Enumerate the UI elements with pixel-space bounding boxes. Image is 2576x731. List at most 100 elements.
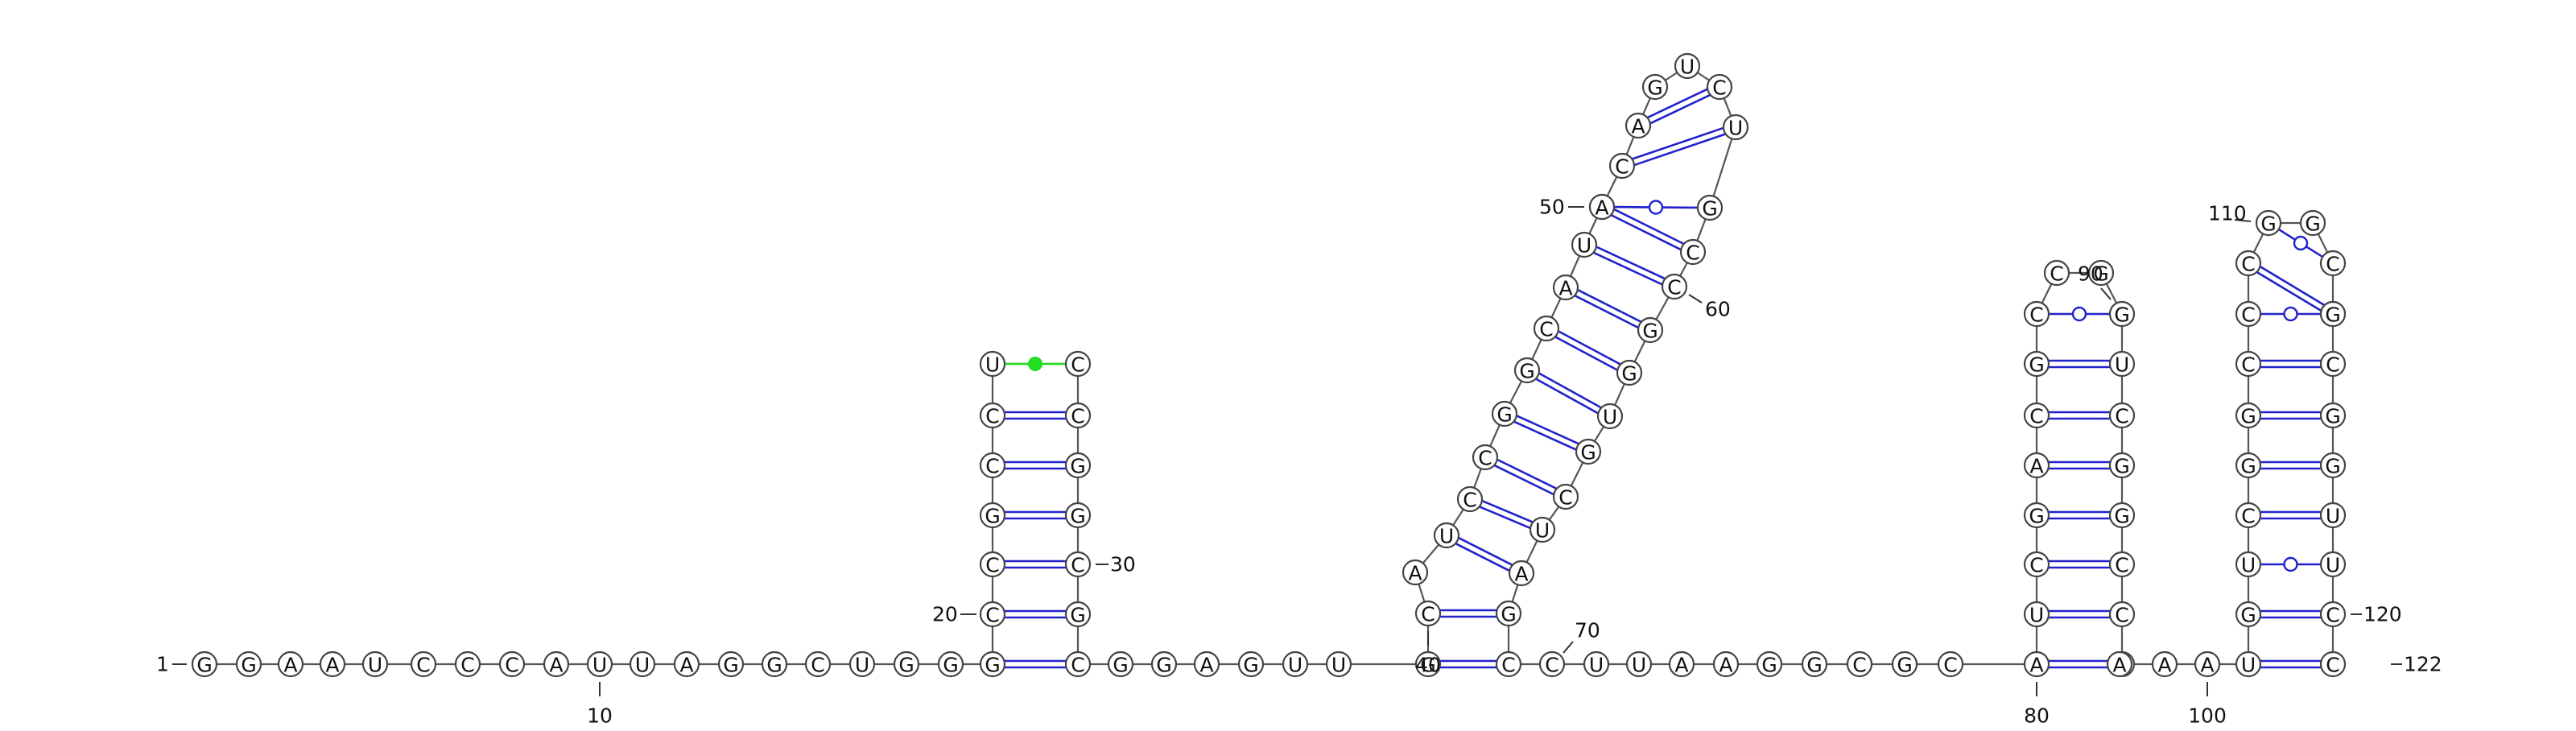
nucleotide-letter: C	[2115, 554, 2128, 577]
position-label: 120	[2363, 603, 2402, 626]
nucleotide-letter: C	[460, 654, 474, 677]
nucleotide-letter: G	[985, 505, 1000, 528]
nucleotide: U	[2235, 551, 2262, 578]
nucleotide: G	[1801, 650, 1828, 678]
nucleotide-letter: A	[679, 654, 693, 677]
nucleotide-letter: G	[1897, 654, 1912, 677]
nucleotide-letter: C	[2115, 405, 2128, 428]
nucleotide-letter: C	[2326, 654, 2339, 677]
nucleotide: G	[1064, 452, 1092, 479]
base-pair-line	[1577, 289, 1641, 323]
nucleotide-letter: G	[2325, 455, 2340, 478]
nucleotide: C	[979, 601, 1006, 628]
nucleotide-letter: G	[2114, 455, 2129, 478]
nucleotide: U	[1674, 52, 1701, 80]
nucleotide: G	[1064, 502, 1092, 529]
base-pair-line	[1538, 372, 1602, 409]
base-pair-line	[1458, 537, 1513, 566]
nucleotide: G	[2108, 452, 2136, 479]
position-label: 1	[156, 653, 169, 676]
nucleotide-letter: G	[1621, 362, 1637, 386]
base-pair-line	[1481, 499, 1534, 523]
nucleotide-letter: G	[2325, 405, 2340, 428]
nucleotide-letter: A	[325, 654, 339, 677]
base-pair-line	[2256, 271, 2322, 312]
nucleotide-letter: U	[1728, 117, 1743, 140]
nucleotide: G	[2319, 452, 2347, 479]
nucleotide-letter: G	[1113, 654, 1128, 677]
nucleotide: C	[2023, 551, 2050, 578]
position-label: 90	[2078, 262, 2103, 286]
nucleotide: U	[361, 650, 389, 678]
nucleotide: C	[979, 551, 1006, 578]
base-pair-line	[1558, 330, 1621, 366]
base-pair-line	[1496, 458, 1557, 489]
nucleotide: G	[2235, 402, 2262, 429]
nucleotide: G	[1414, 650, 1442, 678]
base-pair-line	[1632, 126, 1724, 160]
nucleotide: G	[1107, 650, 1134, 678]
nucleotide-letter: G	[1420, 654, 1435, 677]
nucleotide: G	[2255, 209, 2282, 237]
position-label: 40	[1415, 654, 1441, 677]
nucleotide-letter: A	[1408, 562, 1422, 585]
nucleotide-letter: C	[985, 455, 999, 478]
nucleotide: A	[2023, 452, 2050, 479]
nucleotide: A	[1588, 193, 1616, 221]
gu-pair-marker	[2283, 556, 2298, 572]
nucleotide: U	[1529, 516, 1556, 543]
base-pair-line	[1455, 543, 1510, 572]
nucleotide-letter: A	[1719, 654, 1732, 677]
nucleotide-letter: G	[2093, 262, 2108, 286]
nucleotide-letter: C	[2326, 604, 2339, 627]
nucleotide: A	[277, 650, 304, 678]
nucleotide-letter: C	[2241, 505, 2255, 528]
nucleotide-letter: C	[811, 654, 824, 677]
nucleotide-letter: G	[1642, 320, 1657, 343]
nucleotide: C	[2319, 650, 2347, 678]
nucleotide-letter: G	[766, 654, 782, 677]
nucleotide: C	[1064, 402, 1092, 429]
nucleotide: G	[235, 650, 262, 678]
nucleotide: A	[1552, 274, 1579, 301]
nucleotide-letter: C	[416, 654, 430, 677]
base-pair-line	[1596, 246, 1666, 280]
backbone-line	[204, 64, 2334, 666]
nucleotide: C	[979, 402, 1006, 429]
nucleotide: A	[2106, 650, 2133, 678]
nucleotide: U	[1433, 522, 1460, 549]
nucleotide-letter: U	[1577, 234, 1591, 258]
nucleotide-letter: A	[1631, 115, 1645, 138]
nucleotide: A	[1624, 112, 1652, 139]
nucleotide: G	[1891, 650, 1918, 678]
nucleotide-letter: G	[943, 654, 958, 677]
nucleotide: C	[2235, 350, 2262, 378]
nucleotide-letter: U	[1331, 654, 1346, 677]
nucleotide: U	[1596, 403, 1624, 430]
base-pair-line	[1494, 465, 1554, 496]
base-pair-line	[2260, 266, 2325, 306]
nucleotide-letter: C	[1539, 318, 1553, 341]
nucleotide: G	[717, 650, 745, 678]
nucleotide-letter: G	[985, 654, 1000, 677]
base-pair-line	[1647, 88, 1708, 119]
nucleotide: A	[2151, 650, 2178, 678]
nucleotide-letter: C	[2029, 304, 2043, 327]
nucleotide: C	[979, 452, 1006, 479]
nucleotide: C	[2319, 250, 2347, 277]
nucleotide-letter: C	[2115, 604, 2128, 627]
nucleotide-letter: A	[549, 654, 563, 677]
nucleotide-letter: G	[2240, 604, 2256, 627]
nucleotide: C	[1608, 152, 1636, 180]
nucleotide: G	[893, 650, 920, 678]
nucleotide-letter: U	[1680, 56, 1695, 79]
backbone	[204, 64, 2334, 666]
nucleotide: G	[1637, 316, 1664, 344]
nucleotide-letter: A	[1558, 277, 1572, 300]
nucleotide: C	[2108, 402, 2136, 429]
position-label: 110	[2208, 202, 2247, 225]
nucleotide: C	[1064, 350, 1092, 378]
nucleotide: G	[979, 650, 1006, 678]
nucleotide: G	[2235, 452, 2262, 479]
